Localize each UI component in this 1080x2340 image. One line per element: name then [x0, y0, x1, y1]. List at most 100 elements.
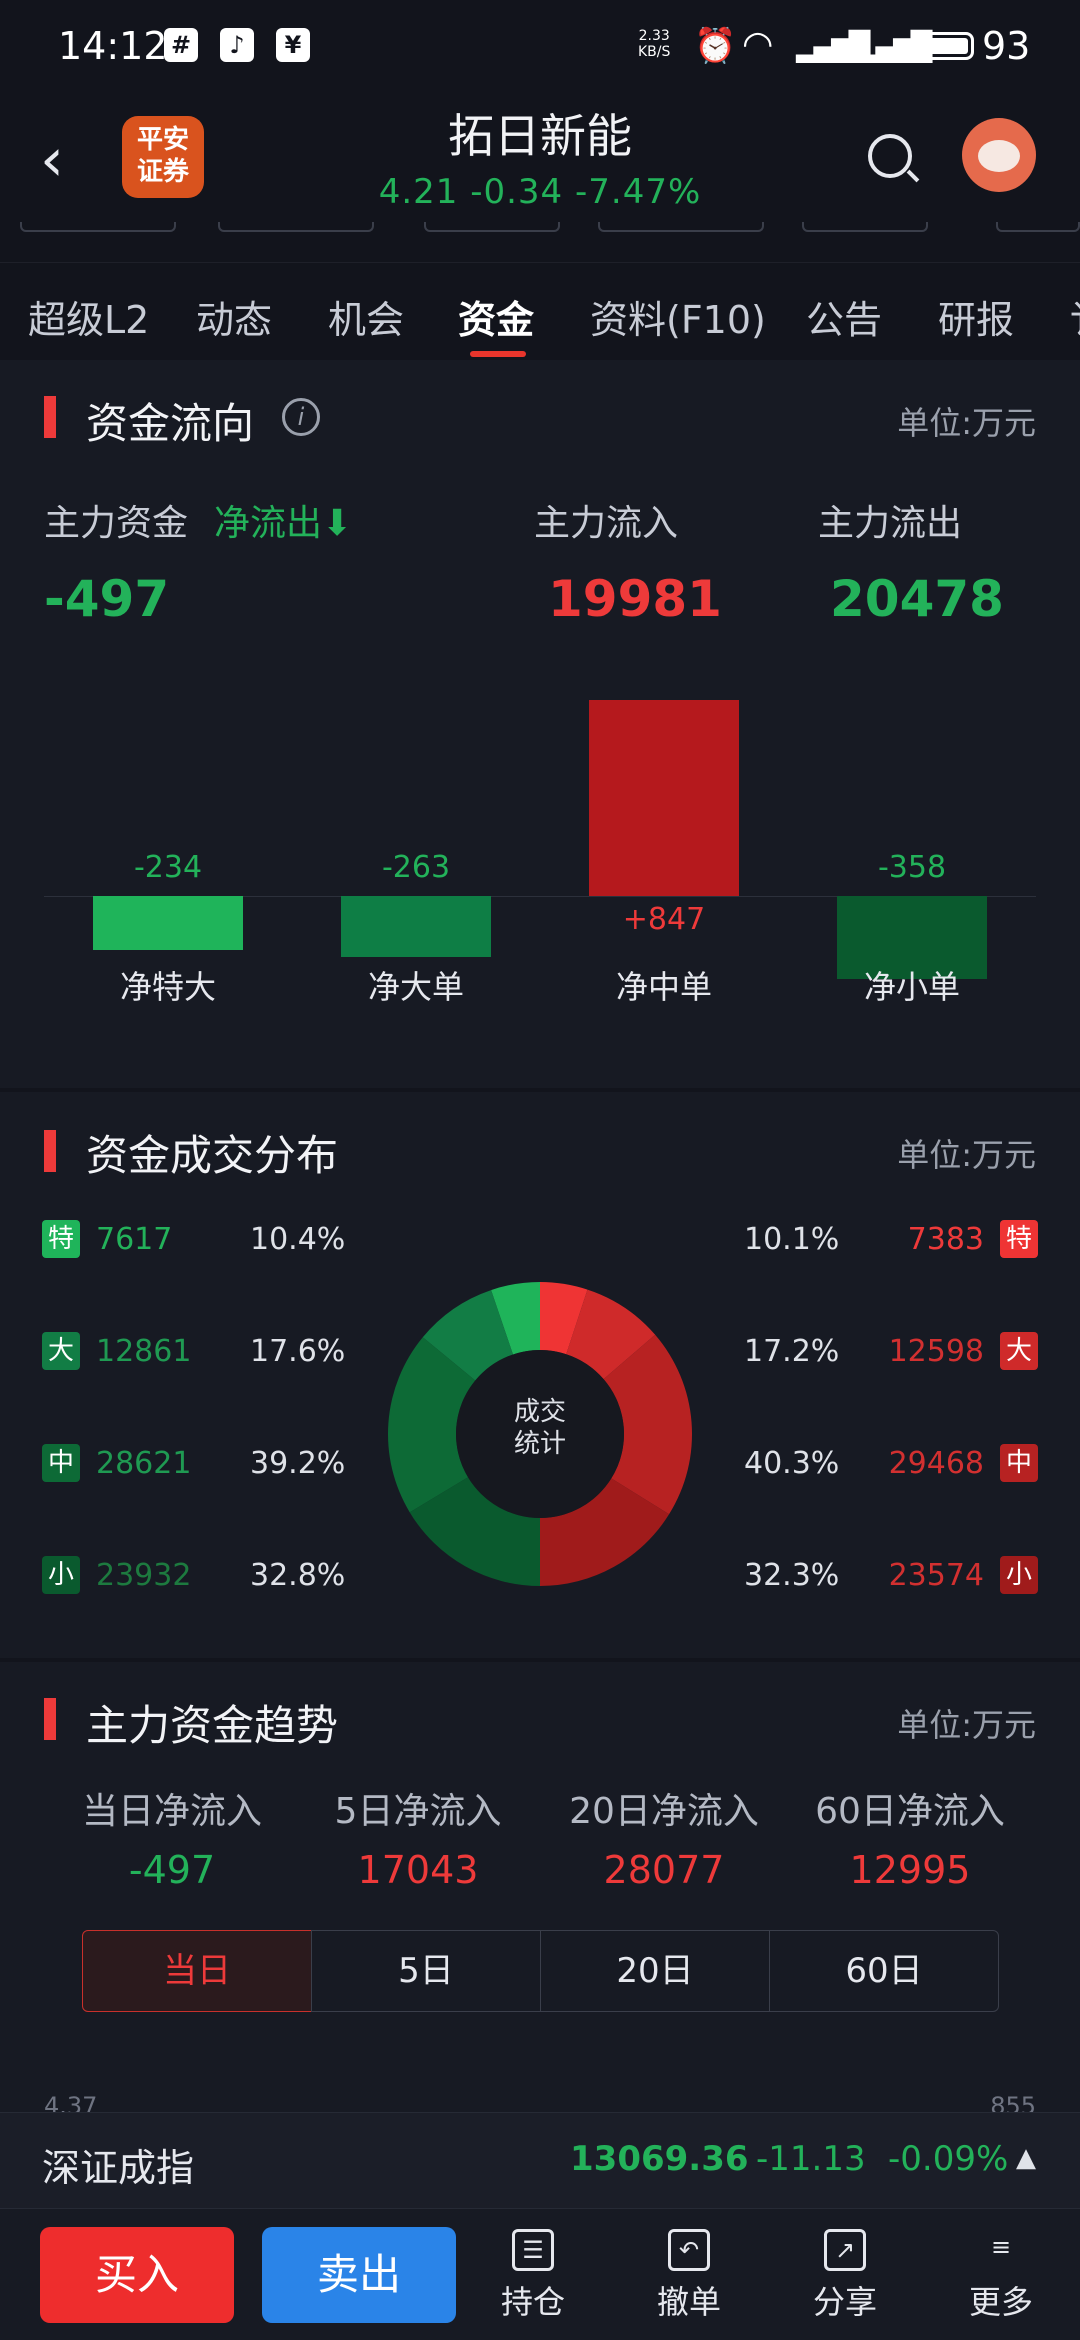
battery-level: 93	[982, 24, 1031, 68]
battery-icon	[922, 32, 974, 60]
document-list-icon: ☰	[512, 2229, 554, 2271]
info-icon[interactable]: i	[282, 398, 320, 436]
stock-title: 拓日新能	[448, 109, 632, 163]
main-funds-label: 主力资金	[44, 503, 189, 544]
tab-research[interactable]: 研报	[938, 298, 1015, 342]
donut-inflow-slice	[540, 1478, 670, 1586]
period-tab[interactable]: 20日	[540, 1930, 770, 2012]
holdings-label: 持仓	[500, 2283, 565, 2321]
outflow-amount: 7617	[96, 1222, 173, 1257]
inflow-value: 19981	[548, 570, 722, 628]
trend-stat-value: 28077	[603, 1848, 725, 1892]
unit-label: 单位:万元	[897, 1136, 1036, 1174]
avatar[interactable]	[962, 118, 1036, 192]
expand-up-icon[interactable]: ▲	[1016, 2143, 1036, 2173]
flow-bar-category: 净中单	[615, 968, 712, 1006]
flow-bar-category: 净小单	[863, 968, 960, 1006]
section-marker	[44, 396, 56, 438]
tab-more[interactable]: 讠	[1070, 289, 1080, 344]
undo-icon: ↶	[668, 2229, 710, 2271]
donut-outflow-slice	[409, 1477, 540, 1586]
cancel-order-button[interactable]: ↶ 撤单	[634, 2229, 744, 2323]
section-title: 主力资金趋势	[86, 1701, 339, 1750]
inflow-amount: 29468	[888, 1446, 984, 1481]
index-ticker-bar[interactable]: 深证成指 13069.36 -11.13 -0.09% ▲	[0, 2112, 1080, 2208]
net-flow-bar-chart: -234 净特大 -263 净大单 +847 净中单 -358 净小单	[44, 680, 1036, 1040]
holdings-button[interactable]: ☰ 持仓	[478, 2229, 588, 2323]
trend-stat-value: 17043	[357, 1848, 479, 1892]
sell-button[interactable]: 卖出	[262, 2227, 456, 2323]
outflow-distribution-list: 特 7617 10.4% 大 12861 17.6% 中 28621 39.2% 小 23932 32…	[0, 1092, 360, 1658]
buy-button[interactable]: 买入	[40, 2227, 234, 2323]
chip[interactable]	[218, 222, 374, 232]
search-icon[interactable]	[868, 134, 912, 178]
outflow-amount: 23932	[96, 1558, 192, 1593]
trend-stats: 当日净流入 -497 5日净流入 17043 20日净流入 28077 60日净流入 1299…	[0, 1782, 1080, 1922]
inflow-percent: 32.3%	[744, 1558, 840, 1593]
donut-center-label: 成交 统计	[513, 1397, 566, 1459]
share-icon: ↗	[824, 2229, 866, 2271]
flow-bar-value: -263	[381, 850, 451, 885]
inflow-amount: 23574	[888, 1558, 984, 1593]
share-button[interactable]: ↗ 分享	[790, 2229, 900, 2323]
donut-outflow-slice	[388, 1337, 476, 1513]
unit-label: 单位:万元	[897, 1706, 1036, 1744]
inflow-percent: 10.1%	[744, 1222, 840, 1257]
more-button[interactable]: ≡ 更多	[946, 2229, 1056, 2323]
inflow-label: 主力流入	[534, 503, 679, 544]
inflow-amount: 12598	[888, 1334, 984, 1369]
signal-icon: ▂▄▆█	[796, 30, 870, 63]
period-segmented-control: 当日 5日 20日 60日	[82, 1930, 999, 2014]
inflow-percent: 17.2%	[744, 1334, 840, 1369]
distribution-donut-chart	[388, 1282, 692, 1586]
index-change: -11.13	[756, 2139, 866, 2179]
outflow-size-tag: 小	[42, 1556, 80, 1594]
inflow-amount: 7383	[907, 1222, 984, 1257]
tab-level2[interactable]: 超级L2	[28, 298, 150, 342]
fund-flow-section: 资金流向 i 单位:万元 主力资金 净流出⬇ -497 主力流入 19981 主…	[0, 360, 1080, 1088]
tab-f10[interactable]: 资料(F10)	[590, 298, 766, 342]
stock-quote: 4.21 -0.34 -7.47%	[378, 172, 702, 212]
flow-bar-category: 净大单	[367, 968, 464, 1006]
shield-yen-icon: ¥	[276, 28, 310, 62]
chip[interactable]	[996, 222, 1080, 232]
trend-stat-label: 5日净流入	[334, 1791, 502, 1832]
tab-opportunity[interactable]: 机会	[328, 298, 405, 342]
main-trend-section: 主力资金趋势 单位:万元 当日净流入 -497 5日净流入 17043 20日净流入 28…	[0, 1662, 1080, 2120]
unit-label: 单位:万元	[897, 404, 1036, 442]
arrow-down-icon: ⬇	[322, 503, 353, 544]
outflow-size-tag: 中	[42, 1444, 80, 1482]
index-value: 13069.36	[570, 2139, 749, 2179]
outflow-amount: 12861	[96, 1334, 192, 1369]
chip[interactable]	[424, 222, 560, 232]
flow-bar-value: -234	[133, 850, 203, 885]
network-speed: 2.33 KB/S	[638, 28, 671, 60]
net-value: -497	[44, 570, 170, 628]
bottom-toolbar: 买入 卖出 ☰ 持仓 ↶ 撤单 ↗ 分享 ≡ 更多	[0, 2208, 1080, 2340]
tab-announcements[interactable]: 公告	[806, 298, 883, 342]
chip[interactable]	[802, 222, 928, 232]
outflow-label: 主力流出	[818, 503, 963, 544]
period-tab[interactable]: 5日	[311, 1930, 541, 2012]
tab-news[interactable]: 动态	[196, 298, 273, 342]
flow-bar	[341, 896, 491, 957]
period-tab[interactable]: 当日	[82, 1930, 312, 2012]
wifi-icon: ◠	[742, 24, 774, 65]
net-status: 净流出⬇	[214, 503, 353, 544]
inflow-distribution-list: 10.1% 7383 特 17.2% 12598 大 40.3% 29468 中 32.3% 235…	[720, 1092, 1080, 1658]
period-tab[interactable]: 60日	[769, 1930, 999, 2012]
section-title: 资金流向	[86, 399, 255, 448]
trade-distribution-section: 资金成交分布 单位:万元 特 7617 10.4% 大 12861 17.6% 中 28621…	[0, 1092, 1080, 1658]
trend-stat-label: 60日净流入	[815, 1791, 1005, 1832]
outflow-percent: 17.6%	[250, 1334, 346, 1369]
chip[interactable]	[598, 222, 764, 232]
grid-app-icon: #	[164, 28, 198, 62]
trend-stat-value: 12995	[849, 1848, 971, 1892]
flow-bar	[589, 700, 739, 896]
tab-funds[interactable]: 资金	[458, 298, 535, 342]
cancel-label: 撤单	[656, 2283, 721, 2321]
section-title: 资金成交分布	[86, 1131, 339, 1180]
back-icon[interactable]: ‹	[40, 125, 64, 195]
chip[interactable]	[20, 222, 176, 232]
flow-bar-category: 净特大	[119, 968, 216, 1006]
